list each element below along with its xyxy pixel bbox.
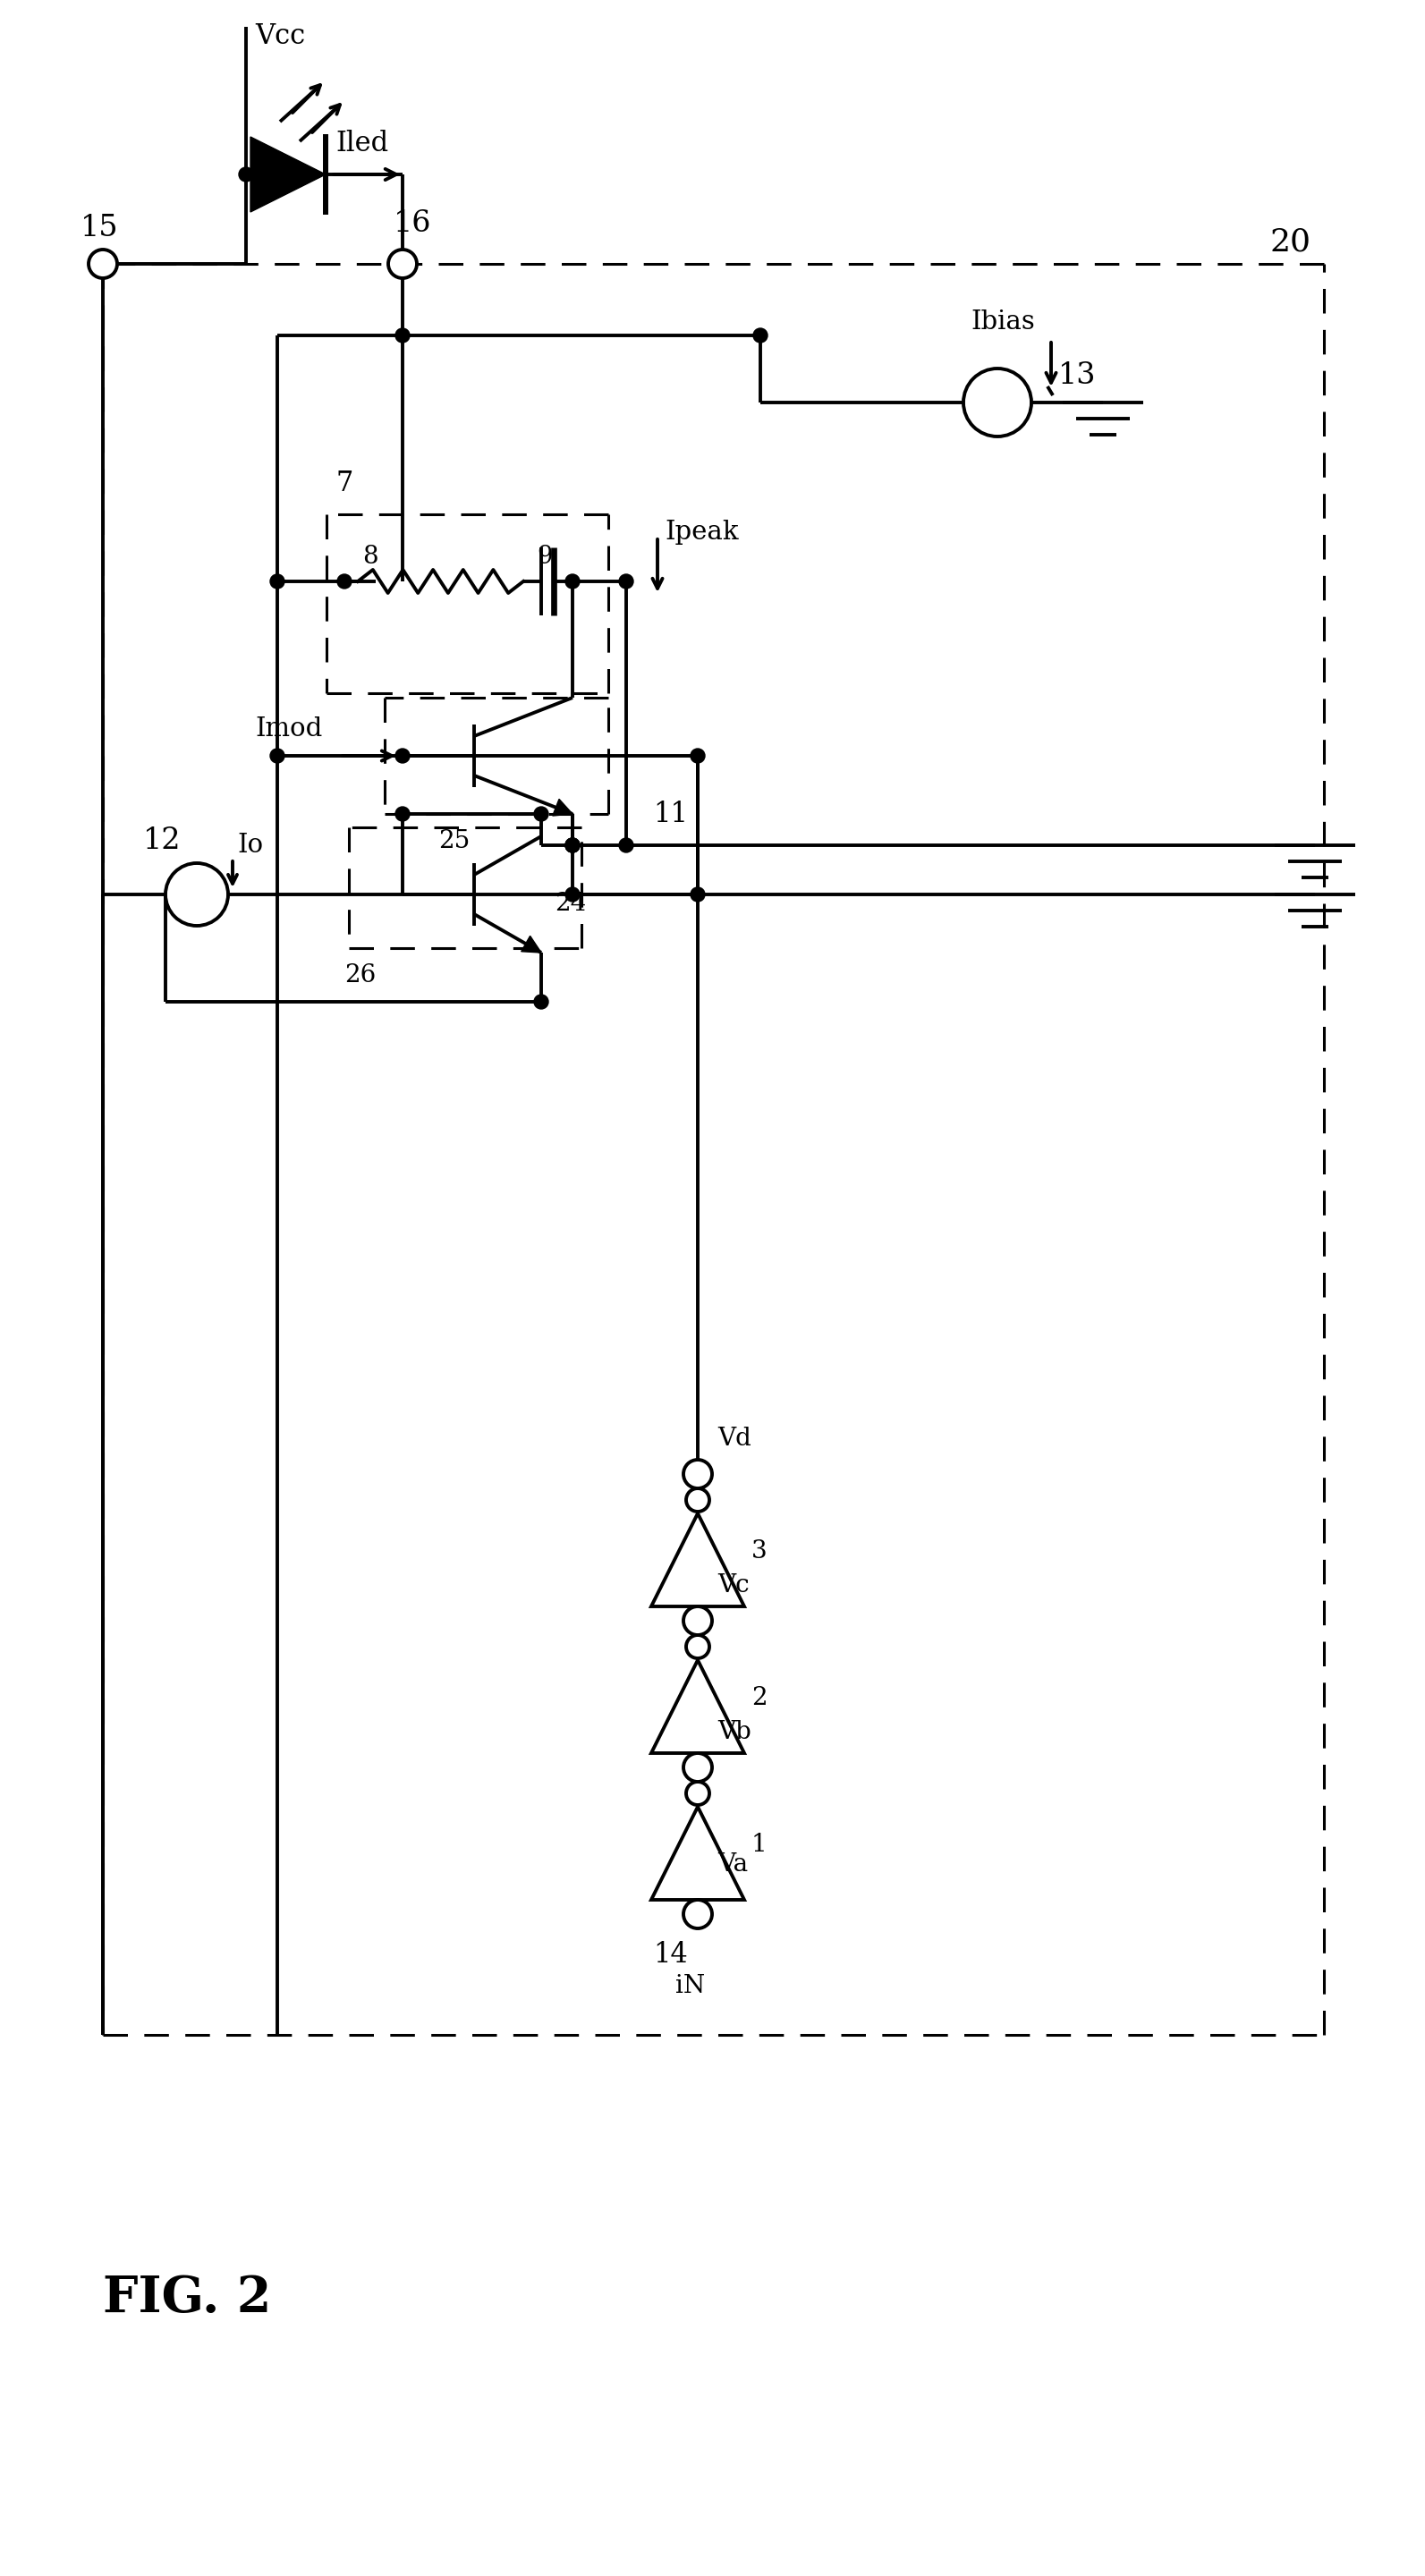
Text: 1: 1	[751, 1832, 767, 1857]
Circle shape	[691, 750, 705, 762]
Circle shape	[684, 1461, 712, 1489]
Circle shape	[388, 250, 418, 278]
Circle shape	[685, 1489, 710, 1512]
Circle shape	[338, 574, 352, 587]
Circle shape	[566, 837, 580, 853]
Circle shape	[963, 368, 1032, 435]
Text: Ibias: Ibias	[970, 309, 1035, 335]
Text: 25: 25	[439, 829, 470, 853]
Circle shape	[685, 1636, 710, 1659]
Text: 13: 13	[1059, 361, 1096, 389]
Circle shape	[395, 327, 410, 343]
Circle shape	[685, 1783, 710, 1806]
Text: 3: 3	[751, 1538, 767, 1564]
Text: Ipeak: Ipeak	[664, 520, 738, 544]
Text: 20: 20	[1270, 227, 1311, 258]
Text: 26: 26	[345, 963, 376, 987]
Circle shape	[271, 574, 285, 587]
Circle shape	[534, 994, 549, 1010]
Text: Imod: Imod	[255, 716, 322, 742]
Text: Vcc: Vcc	[255, 23, 305, 49]
Text: 12: 12	[142, 827, 181, 855]
Circle shape	[271, 750, 285, 762]
Polygon shape	[522, 935, 542, 953]
Polygon shape	[251, 137, 325, 211]
Text: 24: 24	[554, 891, 586, 914]
Circle shape	[618, 837, 633, 853]
Circle shape	[754, 327, 768, 343]
Text: Vc: Vc	[717, 1574, 750, 1597]
Circle shape	[684, 1901, 712, 1929]
Polygon shape	[553, 799, 573, 817]
Text: Iled: Iled	[335, 129, 389, 157]
Circle shape	[566, 886, 580, 902]
Text: 14: 14	[653, 1940, 688, 1968]
Text: Io: Io	[237, 832, 264, 858]
Text: FIG. 2: FIG. 2	[103, 2275, 271, 2324]
Text: Vb: Vb	[717, 1721, 751, 1744]
Text: 9: 9	[537, 544, 553, 569]
Circle shape	[566, 837, 580, 853]
Text: 2: 2	[751, 1685, 767, 1710]
Circle shape	[566, 837, 580, 853]
Text: iN: iN	[675, 1973, 705, 1999]
Circle shape	[395, 750, 410, 762]
Circle shape	[684, 1754, 712, 1783]
Circle shape	[684, 1607, 712, 1636]
Circle shape	[691, 886, 705, 902]
Text: 8: 8	[362, 544, 378, 569]
Circle shape	[395, 806, 410, 822]
Text: Va: Va	[717, 1852, 748, 1878]
Text: Vd: Vd	[717, 1427, 751, 1450]
Text: 16: 16	[393, 209, 432, 237]
Circle shape	[566, 574, 580, 587]
Text: 7: 7	[335, 469, 353, 497]
Text: 11: 11	[653, 801, 688, 827]
Circle shape	[534, 806, 549, 822]
Circle shape	[239, 167, 254, 180]
Circle shape	[618, 574, 633, 587]
Text: 15: 15	[80, 214, 118, 242]
Circle shape	[165, 863, 228, 925]
Circle shape	[88, 250, 117, 278]
